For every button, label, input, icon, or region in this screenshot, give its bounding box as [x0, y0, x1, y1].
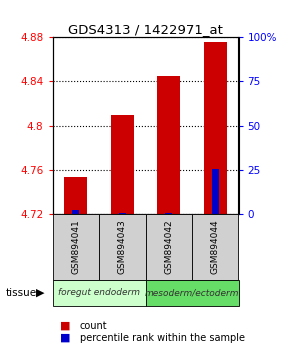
Text: GSM894044: GSM894044 — [211, 219, 220, 274]
Bar — [157, 76, 180, 214]
Bar — [73, 210, 79, 214]
Text: GSM894043: GSM894043 — [118, 219, 127, 274]
Bar — [119, 212, 125, 214]
Title: GDS4313 / 1422971_at: GDS4313 / 1422971_at — [68, 23, 223, 36]
Bar — [64, 177, 87, 214]
Text: GSM894041: GSM894041 — [71, 219, 80, 274]
Text: GSM894042: GSM894042 — [164, 219, 173, 274]
Text: foregut endoderm: foregut endoderm — [58, 289, 140, 297]
Text: mesoderm/ectoderm: mesoderm/ectoderm — [145, 289, 239, 297]
Text: count: count — [80, 321, 107, 331]
Text: ▶: ▶ — [36, 288, 45, 298]
Text: ■: ■ — [60, 321, 70, 331]
Text: tissue: tissue — [6, 288, 37, 298]
Bar — [111, 115, 134, 214]
Bar — [212, 169, 218, 214]
Text: ■: ■ — [60, 333, 70, 343]
Text: percentile rank within the sample: percentile rank within the sample — [80, 333, 244, 343]
Bar — [204, 41, 227, 214]
Bar — [166, 212, 172, 214]
